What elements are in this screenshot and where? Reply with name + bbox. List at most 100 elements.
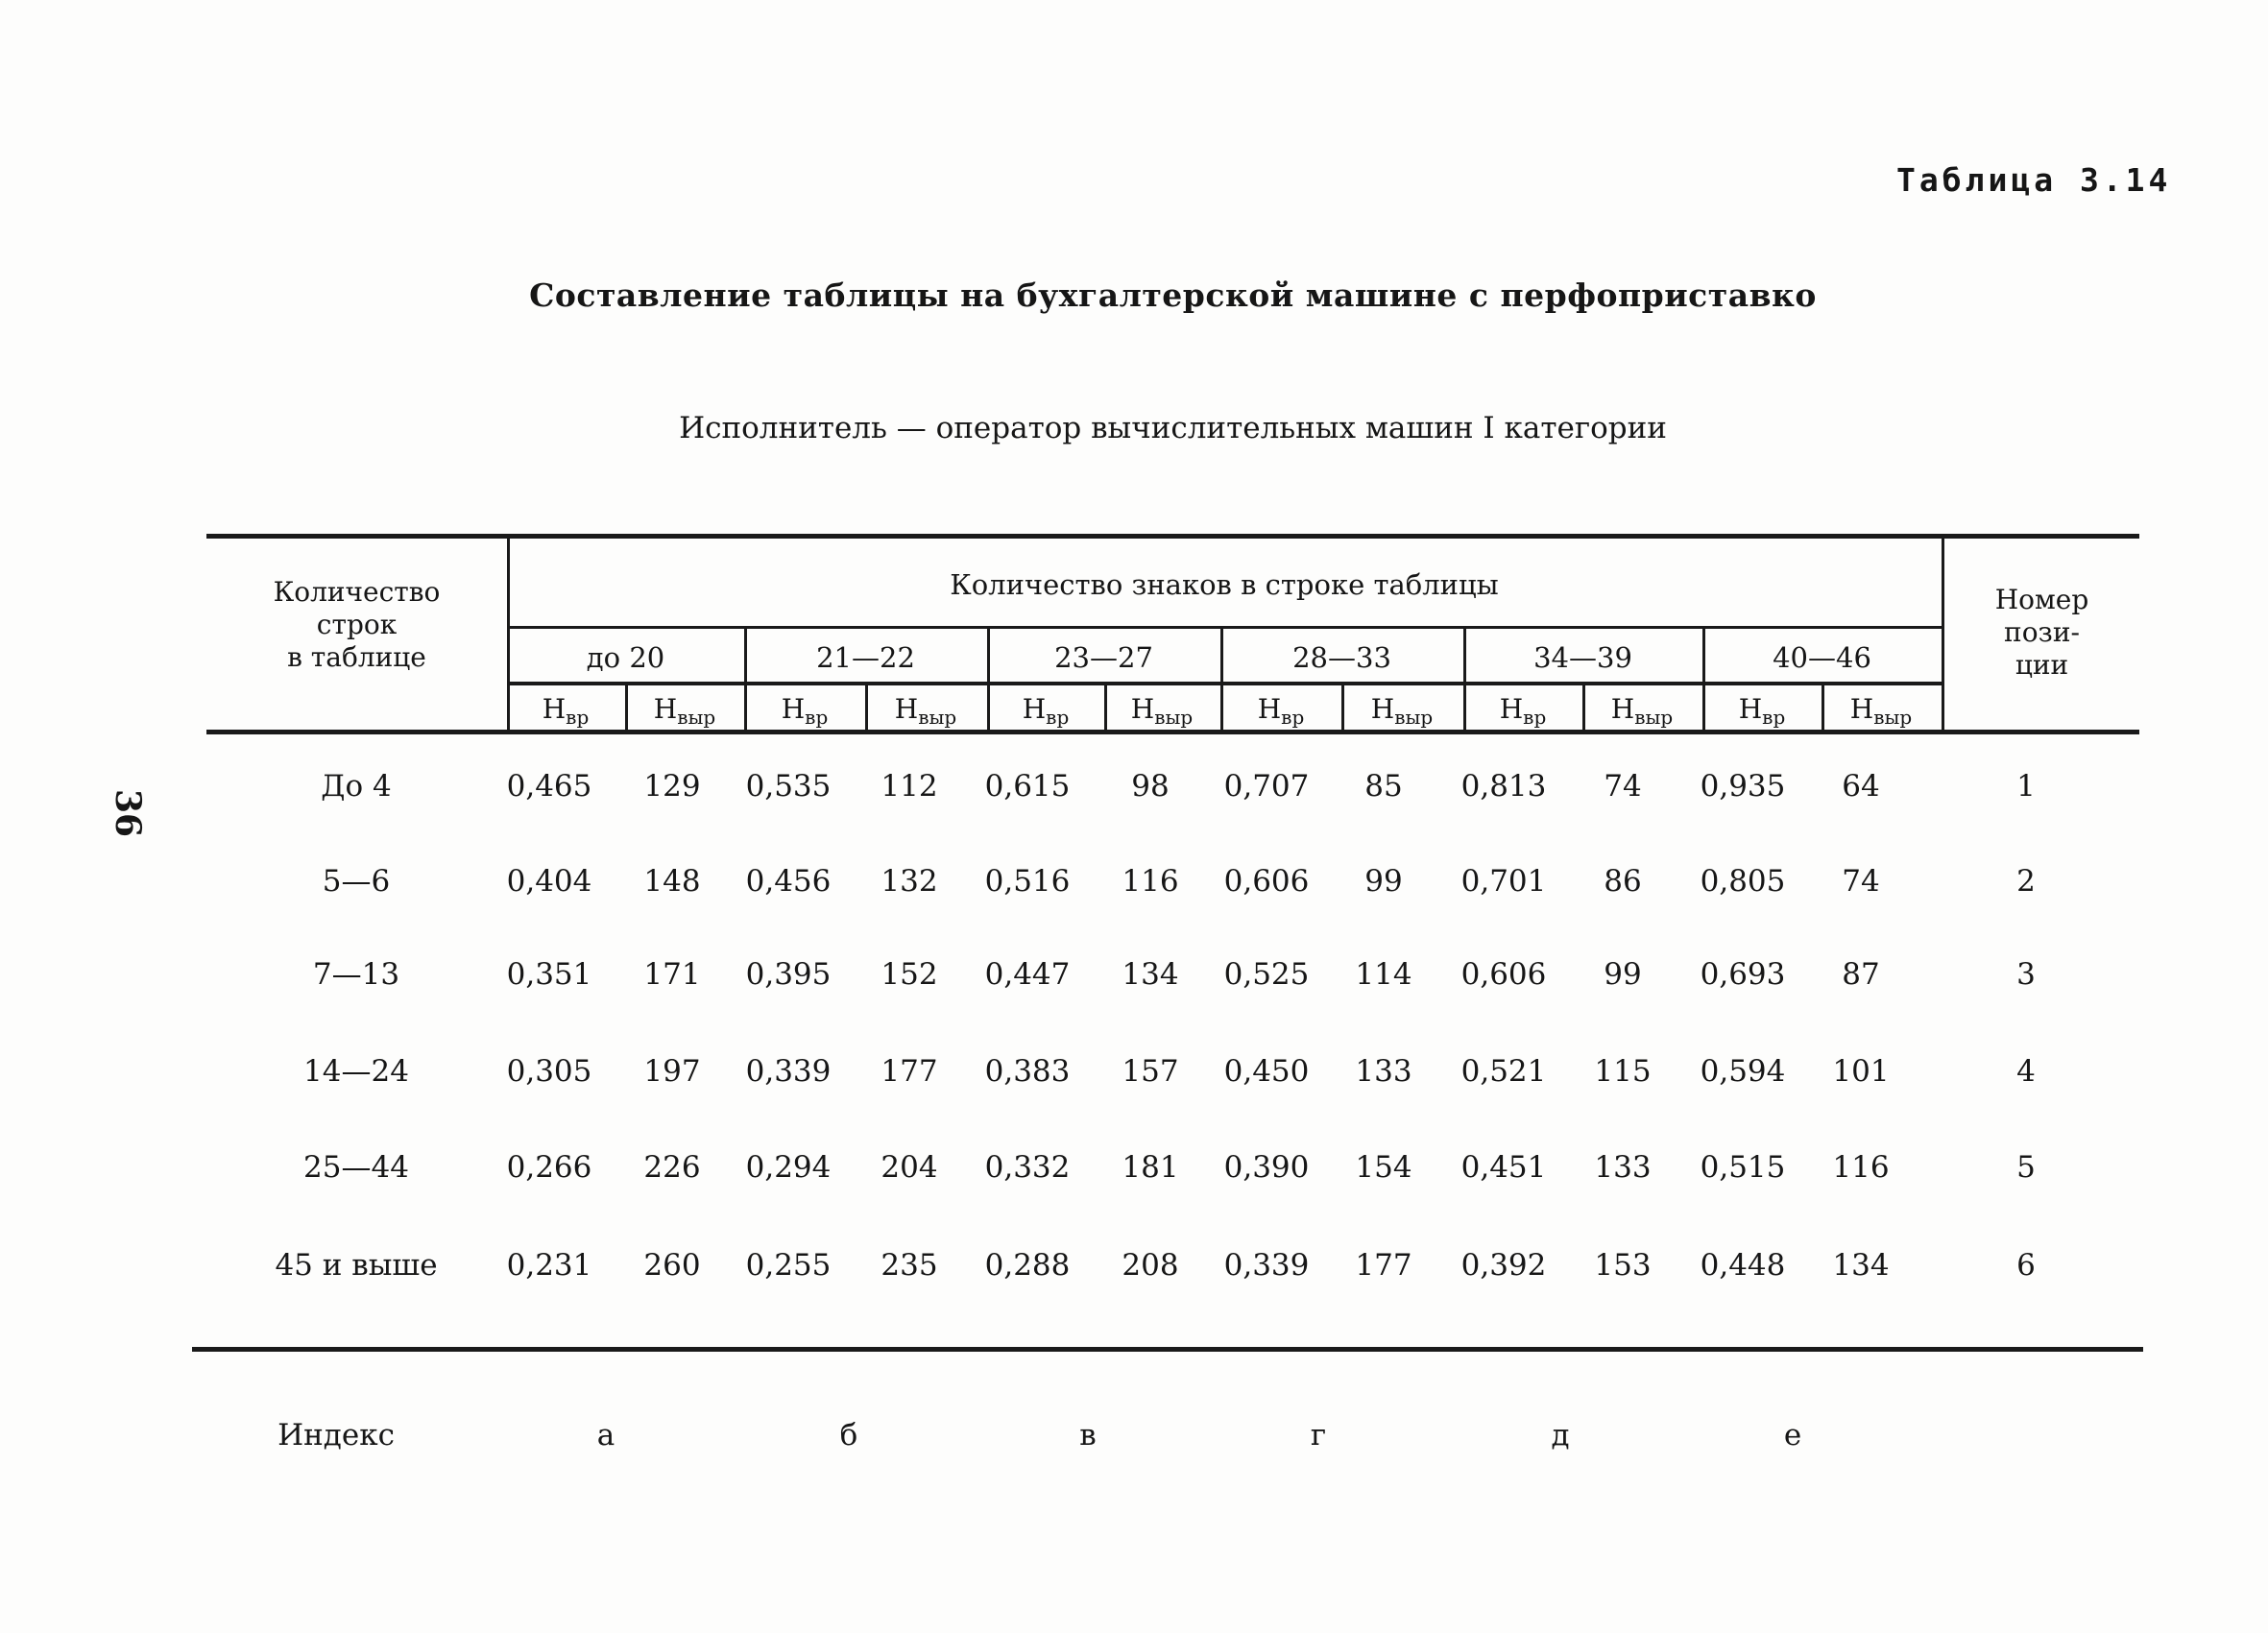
value-cell: 177 <box>1355 1248 1412 1283</box>
n-base: Н <box>1257 693 1282 725</box>
value-cell: 0,395 <box>745 957 832 992</box>
value-cell: 86 <box>1604 864 1642 899</box>
table-row: До 4 0,465 129 0,535 112 0,615 98 0,707 85 0,813 7… <box>0 769 2268 807</box>
value-cell: 197 <box>643 1054 701 1089</box>
value-cell: 112 <box>881 769 938 804</box>
group-header-21-22: 21—22 <box>816 641 915 674</box>
position-header-line: ции <box>2015 649 2069 681</box>
index-letter: д <box>1551 1418 1570 1453</box>
position-cell: 1 <box>2016 769 2036 804</box>
row-label-cell: 14—24 <box>303 1054 409 1089</box>
subcol-header-nvyr: Нвыр <box>1850 693 1912 733</box>
value-cell: 0,339 <box>745 1054 832 1089</box>
subcol-separator <box>1582 682 1585 734</box>
value-cell: 0,383 <box>984 1054 1071 1089</box>
value-cell: 0,451 <box>1460 1150 1547 1185</box>
value-cell: 0,332 <box>984 1150 1071 1185</box>
value-cell: 0,813 <box>1460 769 1547 804</box>
rows-count-header: Количество строк в таблице <box>206 576 507 674</box>
group-header-28-33: 28—33 <box>1292 641 1391 674</box>
value-cell: 0,450 <box>1223 1054 1310 1089</box>
rows-count-header-line: строк <box>316 609 398 640</box>
subcol-header-nvyr: Нвыр <box>1131 693 1193 733</box>
subcol-separator <box>1104 682 1107 734</box>
group-separator <box>1220 626 1223 734</box>
value-cell: 134 <box>1832 1248 1890 1283</box>
span-header: Количество знаков в строке таблицы <box>950 568 1499 601</box>
col1-separator <box>507 534 510 734</box>
value-cell: 177 <box>881 1054 938 1089</box>
n-base: Н <box>1022 693 1047 725</box>
value-cell: 0,707 <box>1223 769 1310 804</box>
value-cell: 0,606 <box>1223 864 1310 899</box>
value-cell: 0,515 <box>1700 1150 1786 1185</box>
n-base: Н <box>1370 693 1395 725</box>
value-cell: 0,693 <box>1700 957 1786 992</box>
value-cell: 0,447 <box>984 957 1071 992</box>
subcol-header-nvr: Нвр <box>1739 693 1785 733</box>
value-cell: 235 <box>881 1248 938 1283</box>
index-letter: г <box>1310 1418 1327 1453</box>
n-sub: вр <box>805 706 829 729</box>
table-row: 7—13 0,351 171 0,395 152 0,447 134 0,525 114 0,60… <box>0 957 2268 996</box>
value-cell: 153 <box>1594 1248 1652 1283</box>
group-header-underline <box>507 682 1942 685</box>
value-cell: 74 <box>1604 769 1642 804</box>
header-bottom-rule <box>206 730 2139 734</box>
position-cell: 3 <box>2016 957 2036 992</box>
value-cell: 0,404 <box>506 864 592 899</box>
value-cell: 0,805 <box>1700 864 1786 899</box>
value-cell: 0,390 <box>1223 1150 1310 1185</box>
value-cell: 0,521 <box>1460 1054 1547 1089</box>
subcol-separator <box>625 682 628 734</box>
value-cell: 64 <box>1842 769 1880 804</box>
value-cell: 99 <box>1364 864 1403 899</box>
n-base: Н <box>1610 693 1635 725</box>
subcol-separator <box>1822 682 1824 734</box>
row-label-cell: 45 и выше <box>275 1248 438 1283</box>
value-cell: 0,351 <box>506 957 592 992</box>
value-cell: 0,231 <box>506 1248 592 1283</box>
n-base: Н <box>1738 693 1763 725</box>
value-cell: 0,266 <box>506 1150 592 1185</box>
value-cell: 157 <box>1122 1054 1179 1089</box>
group-header-40-46: 40—46 <box>1773 641 1871 674</box>
n-base: Н <box>1849 693 1874 725</box>
value-cell: 0,606 <box>1460 957 1547 992</box>
n-base: Н <box>1130 693 1155 725</box>
value-cell: 114 <box>1355 957 1412 992</box>
value-cell: 208 <box>1122 1248 1179 1283</box>
group-header-do20: до 20 <box>586 641 665 674</box>
n-base: Н <box>894 693 919 725</box>
n-sub: выр <box>1394 706 1434 729</box>
value-cell: 204 <box>881 1150 938 1185</box>
index-letter: б <box>839 1418 858 1453</box>
group-separator <box>987 626 990 734</box>
value-cell: 0,535 <box>745 769 832 804</box>
subcol-header-nvyr: Нвыр <box>895 693 956 733</box>
value-cell: 0,465 <box>506 769 592 804</box>
position-cell: 5 <box>2016 1150 2036 1185</box>
table-number-label: Таблица 3.14 <box>1896 161 2172 199</box>
position-header-line: пози- <box>2004 616 2080 648</box>
value-cell: 116 <box>1832 1150 1890 1185</box>
subcol-header-nvr: Нвр <box>1023 693 1069 733</box>
position-cell: 4 <box>2016 1054 2036 1089</box>
n-base: Н <box>1499 693 1524 725</box>
value-cell: 129 <box>643 769 701 804</box>
subcol-header-nvyr: Нвыр <box>654 693 715 733</box>
position-cell: 2 <box>2016 864 2036 899</box>
n-sub: вр <box>1281 706 1305 729</box>
n-base: Н <box>542 693 567 725</box>
value-cell: 0,456 <box>745 864 832 899</box>
position-cell: 6 <box>2016 1248 2036 1283</box>
index-letter: в <box>1079 1418 1097 1453</box>
value-cell: 0,288 <box>984 1248 1071 1283</box>
row-label-cell: 5—6 <box>322 864 391 899</box>
n-sub: вр <box>1523 706 1547 729</box>
value-cell: 0,448 <box>1700 1248 1786 1283</box>
subcol-header-nvr: Нвр <box>1500 693 1546 733</box>
value-cell: 74 <box>1842 864 1880 899</box>
value-cell: 260 <box>643 1248 701 1283</box>
subcol-header-nvyr: Нвыр <box>1611 693 1673 733</box>
